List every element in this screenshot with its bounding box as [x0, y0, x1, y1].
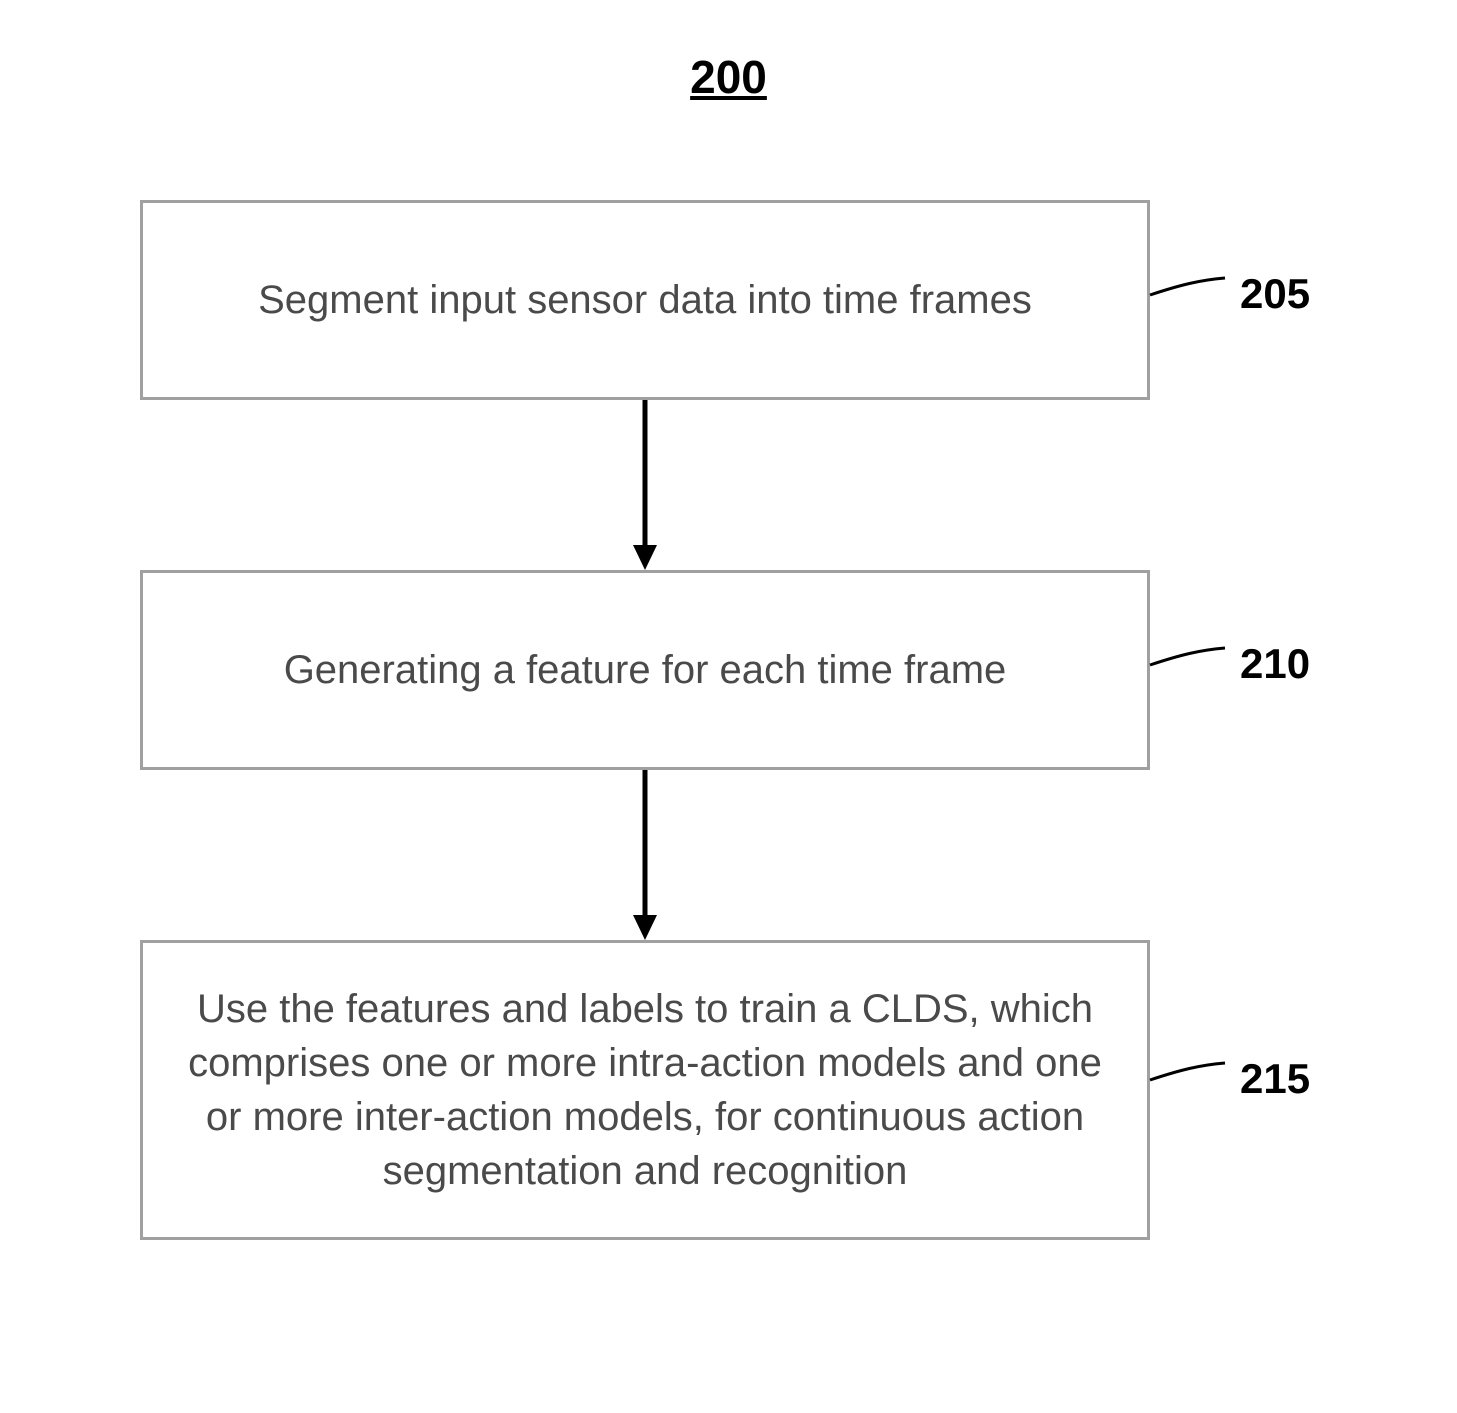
flowchart-box-1: Segment input sensor data into time fram… — [140, 200, 1150, 400]
diagram-title: 200 — [690, 50, 767, 104]
flowchart-box-2: Generating a feature for each time frame — [140, 570, 1150, 770]
box-2-text: Generating a feature for each time frame — [284, 643, 1007, 697]
box-3-text: Use the features and labels to train a C… — [183, 982, 1107, 1198]
label-205: 205 — [1240, 270, 1310, 318]
label-210: 210 — [1240, 640, 1310, 688]
flowchart-box-3: Use the features and labels to train a C… — [140, 940, 1150, 1240]
box-1-text: Segment input sensor data into time fram… — [258, 273, 1032, 327]
label-215: 215 — [1240, 1055, 1310, 1103]
